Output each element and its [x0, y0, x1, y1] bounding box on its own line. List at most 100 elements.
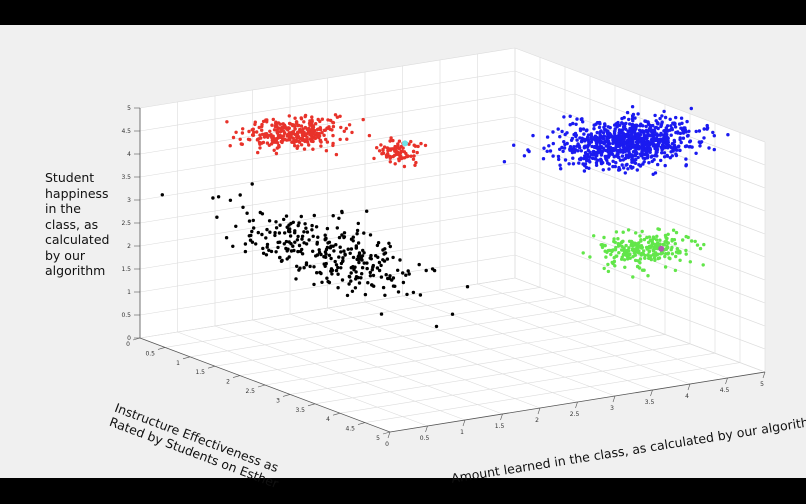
data-point: [339, 266, 343, 270]
x-tick: [500, 413, 503, 421]
data-point: [375, 266, 380, 270]
data-point: [296, 249, 300, 254]
data-point: [630, 105, 635, 109]
data-point: [240, 131, 245, 135]
data-point: [402, 164, 407, 169]
data-point: [671, 148, 675, 152]
data-point: [278, 240, 282, 244]
data-point: [329, 256, 333, 261]
data-point: [622, 144, 626, 149]
data-point: [385, 257, 390, 261]
data-point: [341, 259, 345, 263]
data-point: [337, 255, 341, 259]
data-point: [577, 161, 581, 165]
data-point: [379, 143, 383, 147]
data-point: [645, 235, 649, 240]
data-point: [621, 158, 625, 162]
data-point: [628, 256, 632, 260]
data-point: [591, 150, 595, 154]
data-point: [404, 151, 408, 156]
data-point: [450, 312, 455, 316]
data-point: [560, 145, 564, 150]
data-point: [605, 136, 609, 140]
data-point: [330, 272, 334, 276]
data-point: [551, 130, 555, 134]
data-point: [361, 248, 365, 253]
data-point: [336, 265, 340, 270]
data-point: [634, 248, 638, 252]
data-point: [332, 249, 336, 253]
data-point: [649, 257, 653, 262]
data-point: [673, 268, 678, 273]
y-tick-label: 1: [176, 360, 180, 367]
data-point: [368, 270, 372, 275]
x-tick: [575, 401, 578, 409]
scatter-3d-plot[interactable]: 0000.50.50.51111.51.51.52222.52.52.53333…: [0, 25, 806, 478]
data-point: [355, 232, 359, 236]
data-point: [379, 312, 384, 316]
data-point: [273, 231, 277, 235]
data-point: [315, 253, 320, 257]
data-point: [360, 266, 365, 270]
data-point: [326, 118, 330, 122]
data-point: [697, 140, 701, 144]
data-point: [656, 162, 660, 167]
data-point: [391, 154, 395, 159]
data-point: [626, 228, 631, 232]
data-point: [698, 144, 702, 148]
y-tick: [257, 384, 266, 388]
data-point: [557, 157, 561, 162]
data-point: [629, 239, 634, 244]
data-point: [370, 268, 374, 272]
data-point: [641, 156, 645, 160]
data-point: [622, 249, 626, 253]
data-point: [286, 128, 290, 132]
data-point: [274, 226, 279, 230]
data-point: [271, 134, 275, 138]
data-point: [366, 281, 370, 285]
data-point: [556, 154, 561, 159]
data-point: [630, 160, 634, 164]
data-point: [666, 138, 670, 143]
data-point: [585, 156, 589, 160]
data-point: [391, 284, 396, 288]
data-point: [563, 142, 567, 147]
cluster-3: [581, 227, 706, 279]
data-point: [587, 158, 591, 162]
data-point: [596, 149, 601, 153]
data-point: [296, 223, 300, 228]
data-point: [606, 150, 610, 154]
data-point: [356, 221, 360, 226]
data-point: [603, 154, 607, 159]
data-point: [297, 221, 301, 225]
data-point: [660, 151, 664, 155]
data-point: [705, 126, 710, 130]
data-point: [387, 241, 391, 245]
data-point: [603, 148, 608, 153]
data-point: [586, 138, 590, 142]
data-point: [224, 236, 229, 240]
data-point: [642, 237, 647, 242]
data-point: [633, 258, 638, 263]
data-point: [383, 293, 387, 297]
data-point: [247, 129, 251, 134]
data-point: [688, 140, 692, 144]
data-point: [357, 281, 362, 285]
data-point: [382, 145, 387, 149]
data-point: [594, 163, 599, 167]
data-point: [608, 125, 612, 130]
data-point: [353, 286, 358, 290]
data-point: [583, 144, 587, 148]
data-point: [396, 268, 400, 272]
data-point: [315, 240, 319, 245]
data-point: [644, 124, 648, 129]
data-point: [351, 239, 355, 243]
data-point: [329, 269, 333, 273]
data-point: [411, 149, 416, 154]
data-point: [628, 141, 632, 145]
data-point: [289, 135, 293, 139]
data-point: [297, 123, 301, 128]
data-point: [347, 282, 351, 286]
data-point: [238, 137, 242, 141]
data-point: [253, 120, 257, 124]
